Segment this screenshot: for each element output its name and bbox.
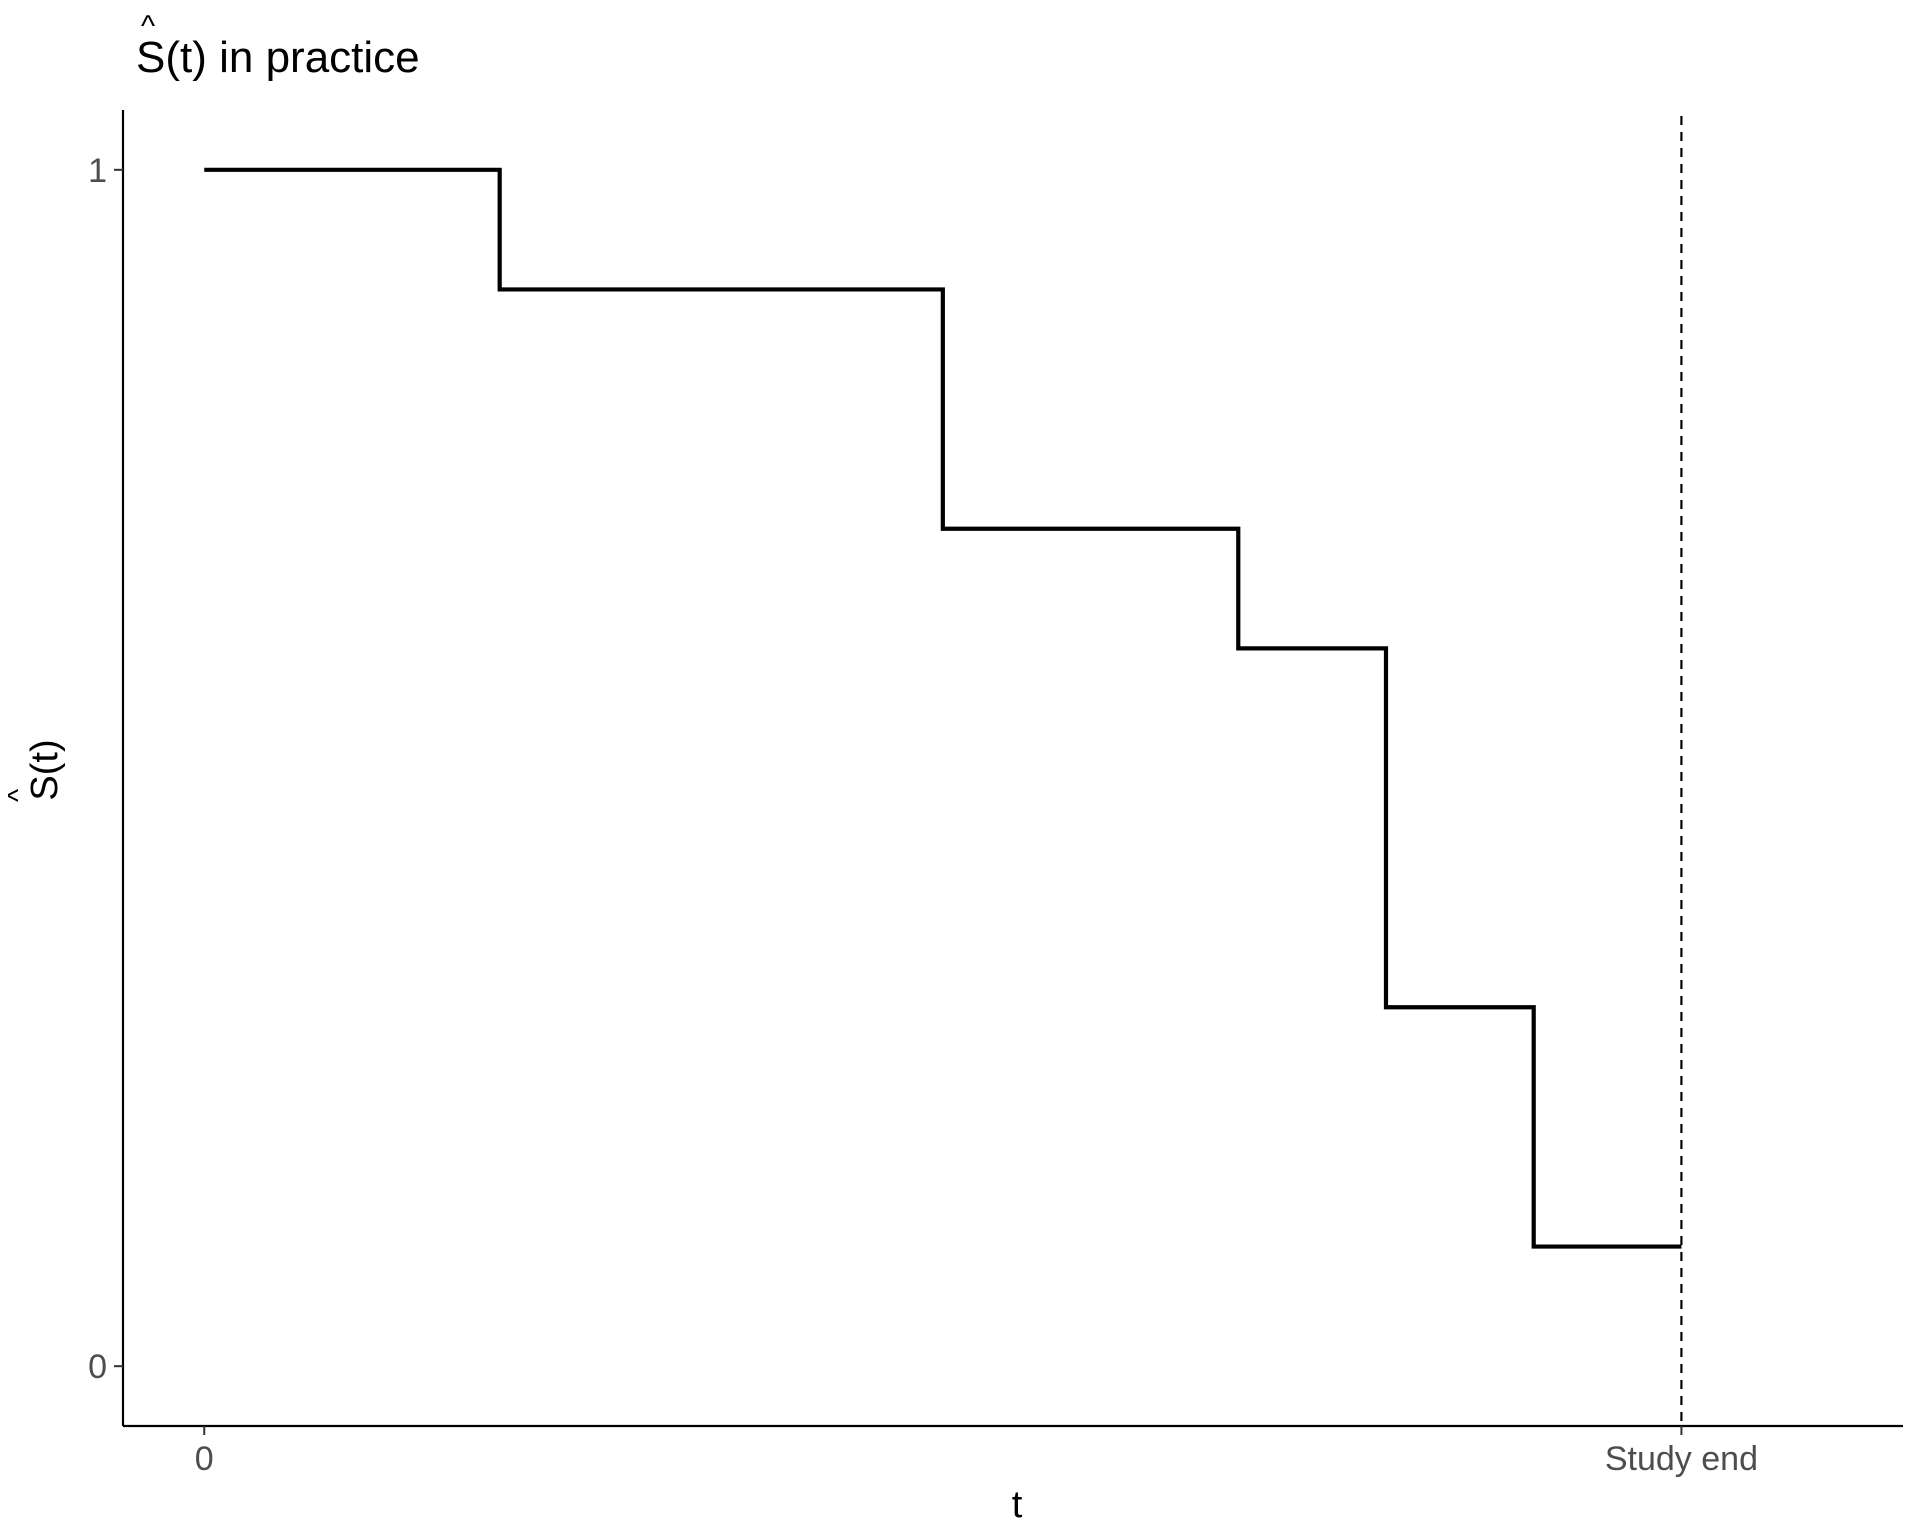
x-tick-label: Study end <box>1605 1440 1758 1478</box>
title-hat: ^ <box>141 10 155 43</box>
x-tick-label: 0 <box>195 1440 214 1478</box>
y-axis-title: S(t) ^ <box>2 739 66 802</box>
y-tick-label: 1 <box>88 152 107 190</box>
x-axis-label: t <box>1012 1484 1023 1526</box>
y-tick-label: 0 <box>88 1348 107 1386</box>
x-axis-title: t <box>1012 1484 1023 1526</box>
y-axis-hat: ^ <box>2 789 33 802</box>
survival-step-line <box>204 167 1682 1249</box>
svg-text:S(t): S(t) <box>24 739 66 800</box>
chart-title: S(t) in practice ^ <box>136 10 420 82</box>
title-symbol: S <box>136 33 165 82</box>
y-axis-arg: (t) <box>24 739 66 775</box>
y-axis-symbol: S <box>24 775 66 800</box>
title-arg: (t) <box>165 33 207 82</box>
title-rest: in practice <box>207 33 420 82</box>
svg-text:S(t) in practice: S(t) in practice <box>136 33 420 82</box>
plot-area: 0 1 0 Study end <box>88 110 1903 1478</box>
